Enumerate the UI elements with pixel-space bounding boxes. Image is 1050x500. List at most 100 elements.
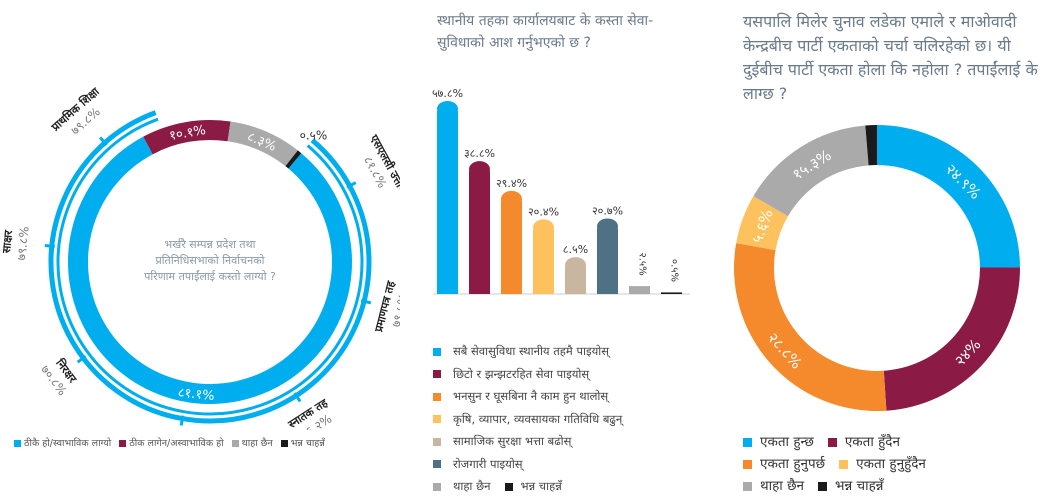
legend-swatch <box>839 459 849 469</box>
donut-center-text: भर्खरै सम्पन्न प्रदेश तथा प्रतिनिधिसभाको … <box>144 238 276 283</box>
legend-swatch <box>280 440 288 447</box>
legend-label: कृषि, व्यापार, व्यवसायका गतिविधि बढुन् <box>453 411 623 426</box>
donut-slice <box>285 150 302 169</box>
breakdown-tick <box>99 136 108 147</box>
breakdown-tick <box>346 181 357 189</box>
legend-item: थाहा छैन भन्न चाहन्नँ <box>433 477 693 500</box>
legend-item: थाहा छैन <box>231 436 273 449</box>
breakdown-tick <box>293 392 302 403</box>
legend-item: सामाजिक सुरक्षा भत्ता बढोस् <box>433 432 693 455</box>
legend-swatch <box>504 482 513 491</box>
legend-item: भन्न चाहन्नँ <box>280 436 325 449</box>
legend-item: ठीकै हो/स्वाभाविक लाग्यो <box>14 436 111 449</box>
bar-value-label: २.५% <box>637 253 648 276</box>
legend-label: एकता हुनुपर्छ <box>760 456 826 472</box>
legend-label: सबै सेवासुविधा स्थानीय तहमै पाइयोस् <box>453 344 610 358</box>
legend-label: ठीकै हो/स्वाभाविक लाग्यो <box>24 438 112 449</box>
legend-label: एकता हुन्छ <box>760 434 814 450</box>
bar-cap <box>597 218 618 235</box>
breakdown-tick <box>44 243 55 248</box>
donut-slice-label: ०.५% <box>300 129 328 143</box>
donut-slice <box>736 196 788 251</box>
breakdown-label-name: साक्षर <box>0 229 15 254</box>
bar <box>661 292 682 294</box>
panel-election-result: एसएलसी उत्तीर्ण ८१.८% प्रमाणपत्र तह ७९.५% स्… <box>0 0 412 500</box>
legend-label: रोजगारी पाइयोस् <box>453 456 523 471</box>
legend-item: कृषि, व्यापार, व्यवसायका गतिविधि बढुन् <box>433 410 693 433</box>
legend-label: थाहा छैन <box>241 438 273 449</box>
donut-slice-label: १०.१% <box>168 123 207 144</box>
bar-value-label: २०.४% <box>528 205 559 218</box>
breakdown-label: स्नातकोत्तर तह८०.२% <box>148 427 210 465</box>
legend-swatch <box>433 347 441 356</box>
legend-item: ठीक लागेन/अस्वाभाविक हो <box>119 436 224 449</box>
legend-label: भन्न चाहन्नँ <box>290 438 325 449</box>
breakdown-label: एसएलसी उत्तीर्ण८१.८% <box>361 131 412 197</box>
bar-cap <box>437 100 458 117</box>
donut-center-text-line: प्रतिनिधिसभाको निर्वाचनको <box>155 254 264 267</box>
legend-item: छिटो र झन्झटरहित सेवा पाइयोस् <box>433 365 693 388</box>
bar-value-label: ८.५% <box>563 243 588 256</box>
legend-swatch <box>14 440 21 447</box>
legend-label: थाहा छैन <box>453 479 491 493</box>
party-unity-legend: एकता हुन्छ एकता हुँदैन एकता हुनुपर्छ एकता … <box>743 432 1043 498</box>
legend-swatch <box>818 481 828 491</box>
legend-swatch <box>827 437 837 447</box>
legend-swatch <box>433 370 441 378</box>
bar-chart-legend: सबै सेवासुविधा स्थानीय तहमै पाइयोस् छिटो… <box>433 342 693 500</box>
legend-label: छिटो र झन्झटरहित सेवा पाइयोस् <box>453 366 590 381</box>
legend-swatch <box>433 482 441 491</box>
donut-slice <box>877 125 1020 268</box>
bar <box>629 286 650 294</box>
legend-item: रोजगारी पाइयोस् <box>433 455 693 478</box>
donut-slice <box>883 267 1020 411</box>
bar-cap <box>469 161 490 178</box>
donut-slice <box>753 125 869 217</box>
donut-center-text-line: परिणाम तपाईंलाई कस्तो लाग्यो ? <box>144 270 276 283</box>
legend-item: भनसुन र घूसबिना नै काम हुन थालोस् <box>433 387 693 410</box>
breakdown-label-value: ७९.८% <box>14 226 31 261</box>
donut-slice <box>227 121 298 167</box>
legend-swatch <box>433 460 441 468</box>
bar <box>597 228 618 294</box>
bar-value-label: ०.५% <box>669 259 680 282</box>
panel-party-unity: यसपालि मिलेर चुनाव लडेका एमाले र माओवादी… <box>705 0 1050 500</box>
legend-row: एकता हुनुपर्छ एकता हुनुहुँदैन <box>743 454 1043 476</box>
bar-value-label: २०.७% <box>592 204 623 217</box>
breakdown-inner-arc <box>56 117 364 416</box>
bar-value-label: २९.४% <box>496 177 527 190</box>
breakdown-label-name: स्नातकोत्तर तह <box>148 427 210 430</box>
donut-slice-label: ८१.१% <box>177 385 215 404</box>
bar <box>565 267 586 294</box>
legend-swatch <box>743 437 752 447</box>
legend-swatch <box>231 440 239 447</box>
donut-slice <box>734 243 887 411</box>
breakdown-tick <box>76 354 87 364</box>
legend-swatch <box>433 415 441 423</box>
donut-center-text-line: भर्खरै सम्पन्न प्रदेश तथा <box>165 238 256 251</box>
legend-swatch <box>743 481 752 491</box>
legend-swatch <box>119 440 127 447</box>
bar-cap <box>565 257 586 274</box>
breakdown-tick <box>179 415 185 426</box>
legend-swatch <box>433 437 441 446</box>
bar-chart-title: स्थानीय तहका कार्यालयबाट के कस्ता सेवा-स… <box>437 13 654 51</box>
election-result-legend: ठीकै हो/स्वाभाविक लाग्यो ठीक लागेन/अस्वा… <box>14 436 404 449</box>
legend-label: ठीक लागेन/अस्वाभाविक हो <box>129 438 224 449</box>
bar-cap <box>533 219 554 236</box>
breakdown-label: साक्षर ७९.८% <box>0 226 32 261</box>
legend-row: थाहा छैन भन्न चाहन्नँ <box>743 476 1043 498</box>
legend-swatch <box>743 459 752 469</box>
donut-slice <box>143 119 231 155</box>
breakdown-label: प्राथमिक शिक्षा७९.८% <box>48 84 103 138</box>
bar <box>501 200 522 294</box>
party-unity-question: यसपालि मिलेर चुनाव लडेका एमाले र माओवादी… <box>743 12 1038 103</box>
service-expectations-bar-chart: ५७.८% ३८.८% २९.४% २०.४% ८.५% २०.७% २.५% ०.५% <box>432 87 690 295</box>
bar-value-label: ५७.८% <box>432 87 463 100</box>
bar <box>533 229 554 294</box>
donut-slice <box>865 125 877 166</box>
